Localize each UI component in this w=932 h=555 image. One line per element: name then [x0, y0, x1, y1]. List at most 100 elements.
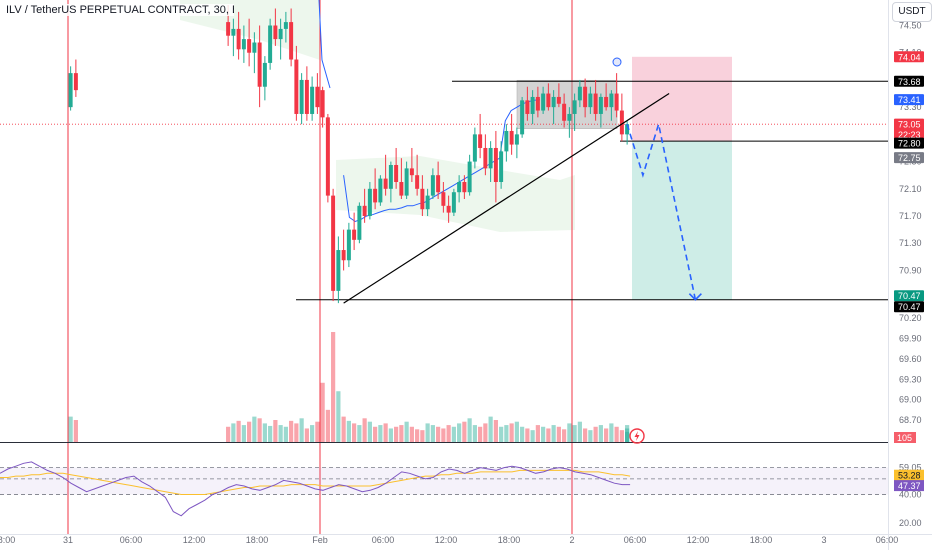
price-badge-value: 73.41 [898, 95, 921, 105]
candle [304, 66, 309, 121]
candle [520, 96, 525, 138]
volume-bar [441, 428, 446, 442]
volume-bar [252, 416, 257, 442]
candle [231, 18, 236, 57]
price-tick-label: 70.90 [899, 265, 922, 275]
candle [619, 93, 624, 142]
time-tick-label: 18:00 [246, 535, 269, 545]
candle-body [367, 188, 372, 217]
candle [472, 127, 477, 169]
time-tick-label: 12:00 [687, 535, 710, 545]
candle-body [362, 205, 367, 217]
alert-icon[interactable] [629, 428, 645, 444]
candle-body [446, 205, 451, 213]
candle-body [483, 147, 488, 169]
volume-bar [388, 428, 393, 442]
candle [562, 93, 567, 128]
candle-body [336, 250, 341, 291]
price-tick-label: 69.90 [899, 334, 922, 344]
candle [352, 212, 357, 251]
price-tick-label: 71.70 [899, 211, 922, 221]
volume-bar [625, 428, 630, 442]
candle [320, 86, 325, 128]
candle [415, 154, 420, 196]
candle-body [268, 25, 273, 63]
candle-body [373, 188, 378, 203]
candle-body [420, 188, 425, 210]
currency-unit-button[interactable]: USDT [892, 2, 932, 22]
candle-body [598, 96, 603, 114]
price-tick-label: 71.30 [899, 238, 922, 248]
candle-body [530, 96, 535, 114]
candle [383, 154, 388, 196]
volume-bar [472, 425, 477, 442]
candle [467, 154, 472, 196]
price-badge-bg [894, 137, 924, 149]
time-tick-label: 06:00 [120, 535, 143, 545]
price-badge-range_low: 72.75 [894, 152, 924, 164]
rsi-band [0, 467, 888, 495]
volume-bar [625, 425, 630, 442]
candle-body [73, 73, 78, 91]
rsi-ma-badge: 53.28 [894, 469, 924, 481]
volume-bar [583, 428, 588, 442]
volume-bar [257, 418, 262, 442]
candle [478, 113, 483, 159]
price-badge-value: 73.68 [898, 77, 921, 87]
volume-bar [614, 426, 619, 442]
candle [483, 134, 488, 176]
price-badge-countdown: 22:23 [898, 130, 921, 140]
candle [588, 86, 593, 114]
candle-body [315, 86, 320, 108]
volume-bar [294, 423, 299, 442]
candle [420, 175, 425, 217]
candle-body [320, 90, 325, 118]
volume-bar [341, 416, 346, 442]
candle [378, 175, 383, 206]
candle [604, 83, 609, 111]
candle-body [262, 62, 267, 87]
volume-bar [577, 421, 582, 442]
candle-body [462, 182, 467, 193]
candle [546, 83, 551, 111]
rsi-ma-badge-bg [894, 469, 924, 481]
candle [430, 168, 435, 200]
candle [268, 18, 273, 70]
price-badge-value: 74.04 [898, 52, 921, 62]
volume-bar [315, 421, 320, 442]
candle [462, 175, 467, 200]
volume-bar [73, 420, 78, 442]
price-tick-label: 68.70 [899, 415, 922, 425]
candle [493, 130, 498, 203]
candle-body [404, 168, 409, 196]
volume-bar [593, 426, 598, 442]
volume-badge: 105 [894, 432, 916, 443]
candle-body [546, 93, 551, 108]
candle [247, 18, 252, 67]
candle [262, 56, 267, 101]
price-pane [0, 0, 888, 534]
volume-bar [562, 429, 567, 442]
candle-body [588, 93, 593, 108]
candle [457, 175, 462, 203]
rsi-value-badge-value: 47.37 [898, 481, 921, 491]
price-tick-label: 72.10 [899, 184, 922, 194]
candle [299, 73, 304, 125]
candle-body [247, 39, 252, 53]
volume-bar [226, 426, 231, 442]
price-badge-entry: 72.80 [894, 137, 924, 149]
volume-bar [535, 425, 540, 442]
candle [315, 73, 320, 114]
candle-body [257, 42, 262, 87]
volume-bar [273, 420, 278, 442]
candle [572, 93, 577, 131]
candle [252, 32, 257, 74]
price-badge-target_line: 70.47 [894, 301, 924, 313]
time-tick-label: 12:00 [435, 535, 458, 545]
candle [598, 93, 603, 128]
volume-bar [451, 426, 456, 442]
candle [567, 107, 572, 138]
